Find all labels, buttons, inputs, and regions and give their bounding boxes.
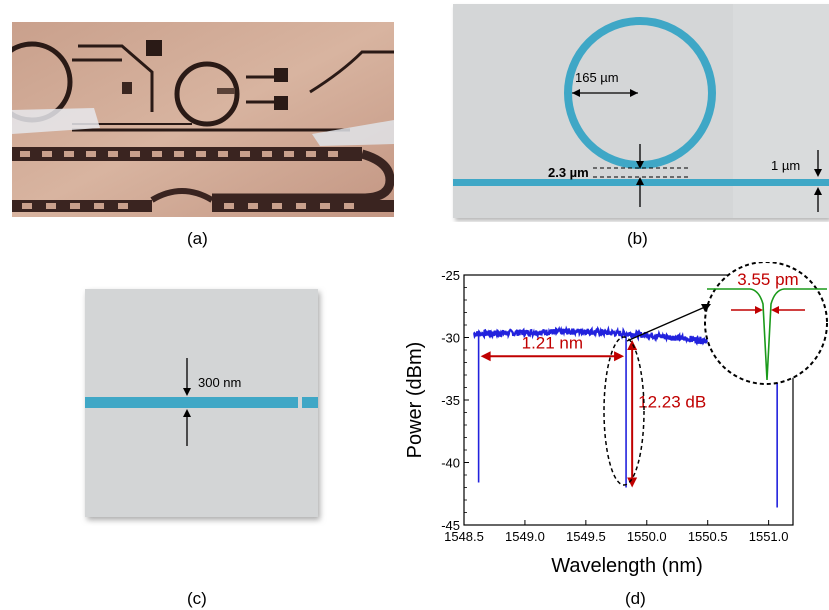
y-axis-label: Power (dBm): [404, 342, 426, 459]
ring-diameter-label: 165 µm: [575, 70, 619, 85]
panel-c-label: (c): [187, 589, 207, 608]
x-tick-label: 1550.5: [688, 529, 728, 544]
x-axis-label: Wavelength (nm): [551, 555, 703, 577]
x-tick-label: 1549.5: [566, 529, 606, 544]
x-tick-label: 1549.0: [505, 529, 545, 544]
fsr-arrowhead-left: [480, 351, 491, 362]
thickness-label: 300 nm: [198, 375, 241, 390]
chip-photo: [12, 22, 394, 217]
gap-label: 2.3 µm: [548, 165, 589, 180]
linewidth-label: 3.55 pm: [737, 270, 798, 289]
y-tick-label: -35: [441, 393, 460, 408]
x-tick-label: 1550.0: [627, 529, 667, 544]
transmission-spectrum-chart: 1548.5 1549.0 1549.5 1550.0 1550.5 1551.0 -25 -…: [404, 262, 828, 577]
waveguide-cross-section: 300 nm: [85, 289, 318, 517]
inset-circle: [704, 262, 828, 385]
dip-highlight-ellipse: [603, 336, 645, 486]
y-tick-label: -25: [441, 268, 460, 283]
inset-trace: [707, 288, 827, 381]
spectrum-trace: [473, 325, 716, 347]
ring-resonator-schematic: 165 µm 2.3 µm 1 µm: [453, 4, 829, 218]
zoom-pointer-arrow: [626, 306, 706, 342]
waveguide-width-label: 1 µm: [771, 158, 800, 173]
extinction-arrowhead-bottom: [627, 477, 638, 488]
panel-a-label: (a): [187, 229, 208, 248]
extinction-label: 12.23 dB: [638, 393, 706, 412]
panel-b-label: (b): [627, 229, 648, 248]
extinction-arrowhead-top: [627, 340, 638, 350]
x-tick-label: 1551.0: [749, 529, 789, 544]
y-tick-label: -30: [441, 331, 460, 346]
y-tick-label: -40: [441, 456, 460, 471]
y-tick-label: -45: [441, 518, 460, 533]
panel-d-label: (d): [625, 589, 646, 608]
fsr-label: 1.21 nm: [522, 333, 583, 352]
x-tick-label: 1548.5: [444, 529, 484, 544]
fsr-arrowhead-right: [614, 351, 625, 362]
